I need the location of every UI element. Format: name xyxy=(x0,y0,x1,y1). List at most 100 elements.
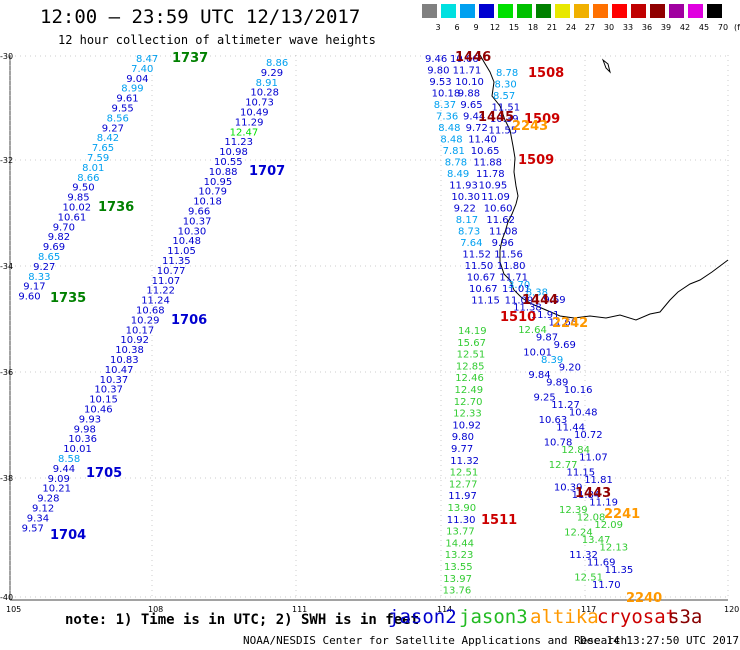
track-time-label: 1444 xyxy=(522,293,558,308)
wave-height-value: 11.32 xyxy=(450,456,479,467)
wave-height-value: 11.62 xyxy=(486,215,515,226)
wave-height-value: 13.47 xyxy=(582,535,611,546)
wave-height-value: 10.95 xyxy=(204,177,233,188)
wave-height-value: 10.63 xyxy=(539,415,568,426)
wave-height-value: 9.53 xyxy=(429,77,451,88)
wave-height-value: 12.39 xyxy=(559,505,588,516)
wave-height-value: 10.95 xyxy=(479,181,508,192)
track-time-label: 2243 xyxy=(512,119,548,134)
wave-height-value: 10.37 xyxy=(94,385,123,396)
y-tick-label: -36 xyxy=(0,368,13,377)
wave-height-value: 12.09 xyxy=(594,520,623,531)
wave-height-value: 11.71 xyxy=(499,273,528,284)
legend-swatch xyxy=(479,4,494,18)
wave-height-value: 8.39 xyxy=(541,355,563,366)
legend-swatch xyxy=(460,4,475,18)
wave-height-value: 11.35 xyxy=(605,565,634,576)
wave-height-value: 10.18 xyxy=(432,89,461,100)
wave-height-value: 11.23 xyxy=(224,137,253,148)
wave-height-value: 9.65 xyxy=(460,100,482,111)
wave-height-value: 8.57 xyxy=(493,91,515,102)
wave-height-value: 9.29 xyxy=(261,68,283,79)
wave-height-value: 9.57 xyxy=(22,523,44,534)
track-time-label: 1704 xyxy=(50,528,86,543)
wave-height-value: 9.98 xyxy=(74,424,96,435)
legend-label: 12 xyxy=(489,23,501,32)
x-tick-label: 108 xyxy=(148,605,163,614)
wave-height-value: 9.66 xyxy=(188,207,210,218)
legend-swatch xyxy=(650,4,665,18)
legend-label: 42 xyxy=(679,23,691,32)
wave-height-value: 9.17 xyxy=(23,282,45,293)
footnote: note: 1) Time is in UTC; 2) SWH is in fe… xyxy=(65,612,420,628)
track-time-label: 1509 xyxy=(518,153,554,168)
wave-height-value: 10.78 xyxy=(544,438,573,449)
wave-height-value: 9.96 xyxy=(492,238,514,249)
wave-height-value: 9.61 xyxy=(116,94,138,105)
wave-height-value: 10.30 xyxy=(178,226,207,237)
track-time-label: 1705 xyxy=(86,466,122,481)
wave-height-value: 11.09 xyxy=(505,296,534,307)
legend-swatch xyxy=(517,4,532,18)
legend-label: 6 xyxy=(454,23,460,32)
island-path xyxy=(601,58,611,74)
wave-height-value: 8.58 xyxy=(58,454,80,465)
track-time-labels: 1737 1736 1735 1707 1706 1705 1704 1446 1508 1509… xyxy=(50,50,662,606)
wave-height-value: 10.73 xyxy=(245,98,274,109)
wave-height-value: 9.20 xyxy=(559,363,581,374)
track-time-label: 1509 xyxy=(524,112,560,127)
wave-height-value: 10.98 xyxy=(219,147,248,158)
wave-height-value: 9.09 xyxy=(48,474,70,485)
y-tick-label: -30 xyxy=(0,52,13,61)
wave-height-value: 10.17 xyxy=(126,325,155,336)
wave-height-value: 10.65 xyxy=(471,146,500,157)
wave-height-value: 12.51 xyxy=(574,573,603,584)
wave-height-value: 10.79 xyxy=(198,187,227,198)
wave-height-value: 7.81 xyxy=(443,146,465,157)
wave-height-value: 7.59 xyxy=(87,153,109,164)
map-title: 12:00 – 23:59 UTC 12/13/2017 xyxy=(40,6,361,28)
wave-height-value: 9.80 xyxy=(427,66,449,77)
track-time-label: 1736 xyxy=(98,200,134,215)
wave-height-value: 10.49 xyxy=(240,108,269,119)
wave-height-value: 9.84 xyxy=(528,370,550,381)
wave-height-value: 7.64 xyxy=(460,238,482,249)
wave-height-value: 10.38 xyxy=(115,345,144,356)
track-time-label: 1445 xyxy=(478,110,514,125)
wave-height-labels: 8.477.409.048.999.619.558.569.278.427.65… xyxy=(18,54,633,597)
wave-height-value: 10.46 xyxy=(84,405,113,416)
legend-swatch xyxy=(669,4,684,18)
track-time-label: 1706 xyxy=(171,313,207,328)
wave-height-value: 12.51 xyxy=(450,468,479,479)
wave-height-value: 10.92 xyxy=(120,335,149,346)
wave-height-value: 10.29 xyxy=(131,315,160,326)
wave-height-value: 10.02 xyxy=(63,203,92,214)
wave-height-value: 9.70 xyxy=(53,222,75,233)
wave-height-value: 9.50 xyxy=(72,183,94,194)
legend-swatch xyxy=(422,4,437,18)
wave-height-value: 11.19 xyxy=(589,498,618,509)
wave-height-value: 11.80 xyxy=(497,261,526,272)
wave-height-value: 8.86 xyxy=(266,58,288,69)
wave-height-value: 12.51 xyxy=(457,350,486,361)
legend-label: 70 xyxy=(717,23,729,32)
wave-height-value: 10.88 xyxy=(209,167,238,178)
wave-height-value: 11.40 xyxy=(468,135,497,146)
legend-label: 15 xyxy=(508,23,520,32)
wave-height-value: 13.77 xyxy=(446,527,475,538)
legend-swatch xyxy=(536,4,551,18)
wave-height-value: 8.33 xyxy=(28,272,50,283)
wave-height-value: 11.88 xyxy=(473,158,502,169)
wave-height-value: 9.27 xyxy=(33,262,55,273)
wave-height-value: 12.33 xyxy=(453,409,482,420)
wave-height-value: 11.44 xyxy=(556,423,585,434)
wave-height-value: 8.49 xyxy=(447,169,469,180)
legend-swatch xyxy=(498,4,513,18)
y-tick-label: -34 xyxy=(0,262,13,271)
wave-height-value: 10.37 xyxy=(183,216,212,227)
wave-height-value: 8.37 xyxy=(434,100,456,111)
wave-height-value: 8.47 xyxy=(136,54,158,65)
wave-height-value: 12.70 xyxy=(454,397,483,408)
track-time-label: 1707 xyxy=(249,164,285,179)
